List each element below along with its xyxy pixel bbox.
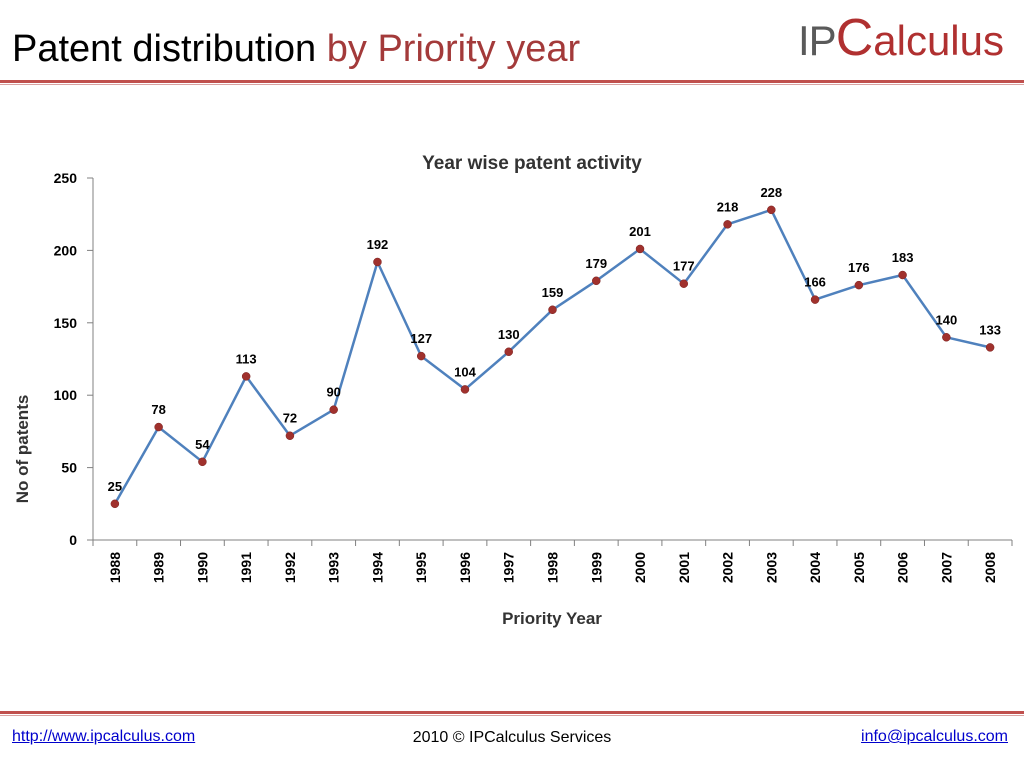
x-tick-label-1997: 1997 — [501, 552, 517, 583]
data-label-1995: 127 — [410, 331, 432, 346]
data-label-1999: 179 — [585, 256, 607, 271]
email-link[interactable]: info@ipcalculus.com — [861, 728, 1008, 745]
page-title: Patent distribution by Priority year — [12, 28, 580, 71]
data-label-2006: 183 — [892, 250, 914, 265]
x-tick-label-2005: 2005 — [851, 552, 867, 583]
x-tick-label-1995: 1995 — [413, 552, 429, 583]
data-label-2008: 133 — [979, 322, 1001, 337]
data-label-1988: 25 — [108, 479, 122, 494]
y-tick-label-0: 0 — [69, 532, 77, 548]
header-divider — [0, 80, 1024, 83]
data-point-1996 — [460, 385, 470, 394]
x-tick-label-2008: 2008 — [982, 552, 998, 583]
data-point-2008 — [985, 343, 995, 352]
data-point-1990 — [198, 457, 207, 467]
y-tick-label-250: 250 — [54, 170, 78, 186]
data-label-1990: 54 — [195, 437, 210, 452]
data-point-1994 — [373, 257, 382, 267]
data-point-1998 — [548, 305, 557, 315]
data-point-1997 — [504, 347, 513, 357]
data-point-2004 — [810, 295, 820, 304]
data-label-2001: 177 — [673, 259, 695, 274]
website-link[interactable]: http://www.ipcalculus.com — [12, 728, 196, 745]
x-tick-label-1993: 1993 — [326, 552, 342, 583]
ipcalculus-logo: IPCalculus — [798, 8, 1004, 68]
x-tick-label-1998: 1998 — [545, 552, 561, 583]
data-point-2000 — [635, 244, 645, 254]
footer-divider-thin — [0, 715, 1024, 716]
chart-series: 25 78 54 113 72 90 192 127 104 130 159 179 201 177 218… — [108, 185, 1001, 509]
line-chart: Year wise patent activity No of patents … — [13, 153, 1013, 628]
data-point-1999 — [592, 276, 601, 286]
x-axis-title: Priority Year — [502, 609, 602, 628]
data-label-2007: 140 — [936, 312, 958, 327]
data-point-2007 — [942, 333, 951, 342]
logo-rest: alculus — [873, 17, 1004, 64]
x-tick-label-2007: 2007 — [938, 552, 954, 583]
y-axis-title: No of patents — [13, 395, 32, 504]
data-label-1996: 104 — [454, 364, 476, 379]
data-label-2005: 176 — [848, 260, 870, 275]
data-label-1991: 113 — [236, 351, 257, 366]
logo-c: C — [835, 9, 874, 67]
data-label-1998: 159 — [542, 285, 564, 300]
chart-title: Year wise patent activity — [422, 153, 642, 174]
data-point-1991 — [241, 372, 251, 381]
data-label-2000: 201 — [629, 224, 651, 239]
logo-ip: IP — [798, 17, 837, 64]
x-tick-label-2003: 2003 — [763, 552, 779, 583]
title-main: Patent distribution — [12, 28, 317, 70]
data-point-1995 — [416, 351, 426, 361]
x-tick-label-1994: 1994 — [369, 552, 385, 583]
data-label-2004: 166 — [804, 275, 826, 290]
data-label-1997: 130 — [498, 327, 520, 342]
data-point-2001 — [679, 279, 689, 288]
x-tick-label-1999: 1999 — [588, 552, 604, 583]
data-point-1992 — [285, 431, 295, 440]
data-point-1993 — [329, 405, 338, 414]
data-label-1989: 78 — [151, 402, 165, 417]
x-tick-label-1992: 1992 — [282, 552, 298, 583]
x-tick-label-1996: 1996 — [457, 552, 473, 583]
copyright-text: 2010 © IPCalculus Services — [412, 729, 612, 746]
data-point-2005 — [854, 280, 864, 290]
data-label-1993: 90 — [326, 385, 340, 400]
x-tick-label-1990: 1990 — [194, 552, 210, 583]
x-tick-label-1989: 1989 — [151, 552, 167, 583]
x-tick-label-2000: 2000 — [632, 552, 648, 583]
x-tick-label-1991: 1991 — [238, 552, 254, 583]
data-point-1988 — [110, 499, 120, 509]
data-label-2002: 218 — [717, 199, 739, 214]
data-point-2006 — [898, 270, 907, 280]
data-label-1992: 72 — [283, 411, 297, 426]
data-label-2003: 228 — [760, 185, 782, 200]
y-tick-label-200: 200 — [54, 242, 78, 258]
y-tick-label-50: 50 — [61, 460, 77, 476]
x-tick-label-2001: 2001 — [676, 552, 692, 583]
header-divider-thin — [0, 84, 1024, 85]
x-tick-label-2002: 2002 — [720, 552, 736, 583]
footer-divider — [0, 711, 1024, 714]
chart-axes: 0 50 100 150 200 250 1988 1989 1990 1991 1992 1993 1… — [54, 170, 1013, 583]
data-point-2002 — [723, 220, 732, 229]
data-point-2003 — [767, 205, 776, 215]
title-accent: by Priority year — [326, 28, 581, 70]
x-tick-label-2004: 2004 — [807, 552, 823, 583]
data-point-1989 — [154, 422, 163, 432]
y-tick-label-100: 100 — [54, 387, 78, 403]
y-tick-label-150: 150 — [54, 315, 78, 331]
x-tick-label-1988: 1988 — [107, 552, 123, 583]
x-tick-label-2006: 2006 — [895, 552, 911, 583]
data-label-1994: 192 — [367, 237, 389, 252]
